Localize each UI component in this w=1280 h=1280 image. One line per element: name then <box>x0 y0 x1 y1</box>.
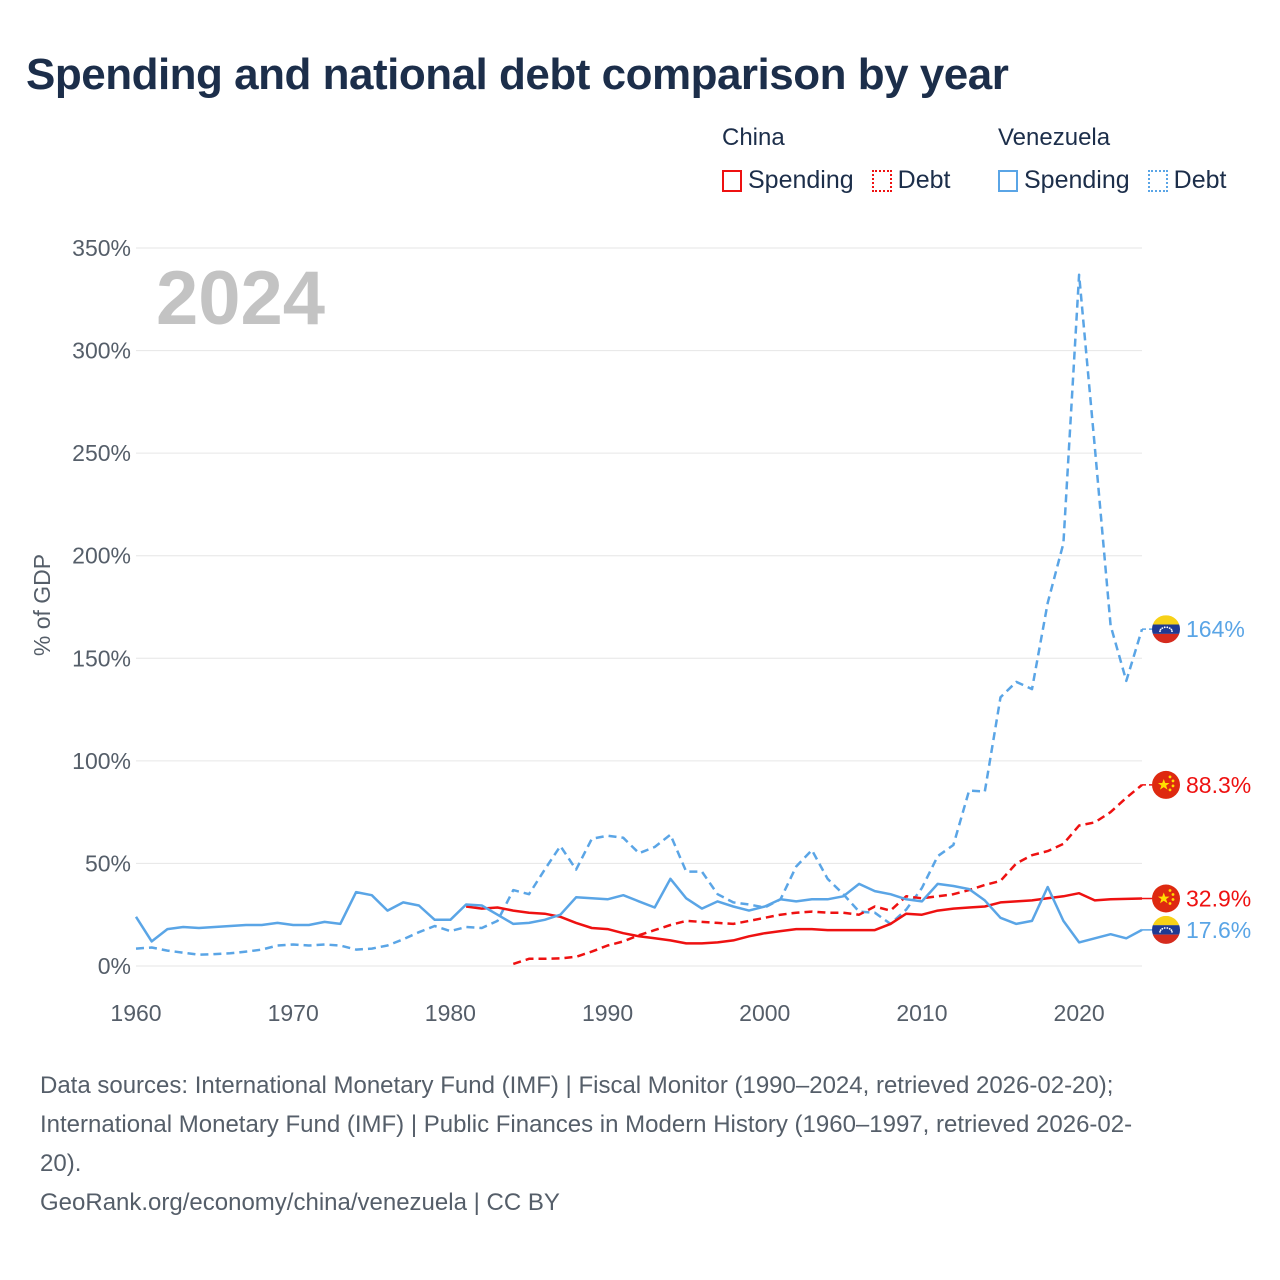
chart-plot-area: 0% 50% 100% 150% 200% 250% 300% 350% 1960 1970 198… <box>29 235 1251 1026</box>
end-labels: 164% 88.3% 32.9% 17.6% <box>1152 615 1251 944</box>
end-label-venezuela-debt: 164% <box>1186 616 1245 642</box>
legend-china-spending[interactable]: Spending <box>722 166 854 195</box>
source-line-3: 20). <box>40 1150 82 1177</box>
legend-venezuela-row: Spending Debt <box>998 166 1244 195</box>
x-tick-label: 1980 <box>425 1000 476 1026</box>
venezuela-flag-icon <box>1152 915 1180 944</box>
y-tick-label: 300% <box>72 338 131 364</box>
legend-china-label: China <box>722 124 785 151</box>
chart-title: Spending and national debt comparison by… <box>26 50 1009 99</box>
legend-venezuela: Venezuela Spending Debt <box>998 124 1258 194</box>
grid-lines <box>136 247 1142 967</box>
axis-ticks: 0% 50% 100% 150% 200% 250% 300% 350% 1960 1970 198… <box>72 235 1105 1026</box>
y-tick-label: 0% <box>98 953 131 979</box>
y-tick-label: 50% <box>85 850 131 876</box>
attribution-link[interactable]: GeoRank.org/economy/china/venezuela | CC… <box>40 1189 560 1216</box>
y-tick-label: 250% <box>72 440 131 466</box>
x-tick-label: 2010 <box>896 1000 947 1026</box>
legend-china-spending-swatch <box>722 169 742 192</box>
venezuela-flag-icon <box>1152 615 1180 644</box>
legend-china-debt[interactable]: Debt <box>871 166 951 195</box>
x-tick-label: 2020 <box>1054 1000 1105 1026</box>
series-line-china-spending[interactable] <box>465 891 1143 945</box>
y-tick-label: 200% <box>72 543 131 569</box>
series-line-china-debt[interactable] <box>512 783 1143 966</box>
legend-china-debt-swatch <box>871 169 892 192</box>
legend-venezuela-debt[interactable]: Debt <box>1147 166 1227 195</box>
legend-venezuela-debt-swatch <box>1147 169 1168 192</box>
footer: Data sources: International Monetary Fun… <box>40 1066 1240 1222</box>
legend-venezuela-spending-label: Spending <box>1024 166 1130 194</box>
end-label-china-spending: 32.9% <box>1186 886 1251 912</box>
series-line-venezuela-spending[interactable] <box>134 877 1143 944</box>
legend-venezuela-debt-label: Debt <box>1173 166 1227 194</box>
end-label-venezuela-spending: 17.6% <box>1186 917 1251 943</box>
legend-china-row: Spending Debt <box>722 166 968 195</box>
end-label-china-debt: 88.3% <box>1186 772 1251 798</box>
legend-venezuela-label: Venezuela <box>998 124 1111 151</box>
china-flag-icon <box>1152 770 1180 799</box>
legend-china: China Spending Debt <box>722 124 982 194</box>
series-line-venezuela-debt[interactable] <box>135 273 1144 956</box>
year-watermark: 2024 <box>156 256 325 341</box>
x-tick-label: 1960 <box>110 1000 161 1026</box>
x-tick-label: 1990 <box>582 1000 633 1026</box>
y-tick-label: 100% <box>72 748 131 774</box>
china-flag-icon <box>1152 884 1180 913</box>
y-axis-title: % of GDP <box>29 554 55 656</box>
legend-china-spending-label: Spending <box>748 166 854 194</box>
y-tick-label: 350% <box>72 235 131 261</box>
x-tick-label: 2000 <box>739 1000 790 1026</box>
source-line-1: Data sources: International Monetary Fun… <box>40 1072 1114 1099</box>
legend-venezuela-spending[interactable]: Spending <box>998 166 1130 195</box>
source-line-2: International Monetary Fund (IMF) | Publ… <box>40 1111 1133 1138</box>
y-tick-label: 150% <box>72 645 131 671</box>
legend-china-debt-label: Debt <box>897 166 951 194</box>
x-tick-label: 1970 <box>268 1000 319 1026</box>
legend-venezuela-spending-swatch <box>998 169 1018 192</box>
series-lines <box>134 273 1152 966</box>
